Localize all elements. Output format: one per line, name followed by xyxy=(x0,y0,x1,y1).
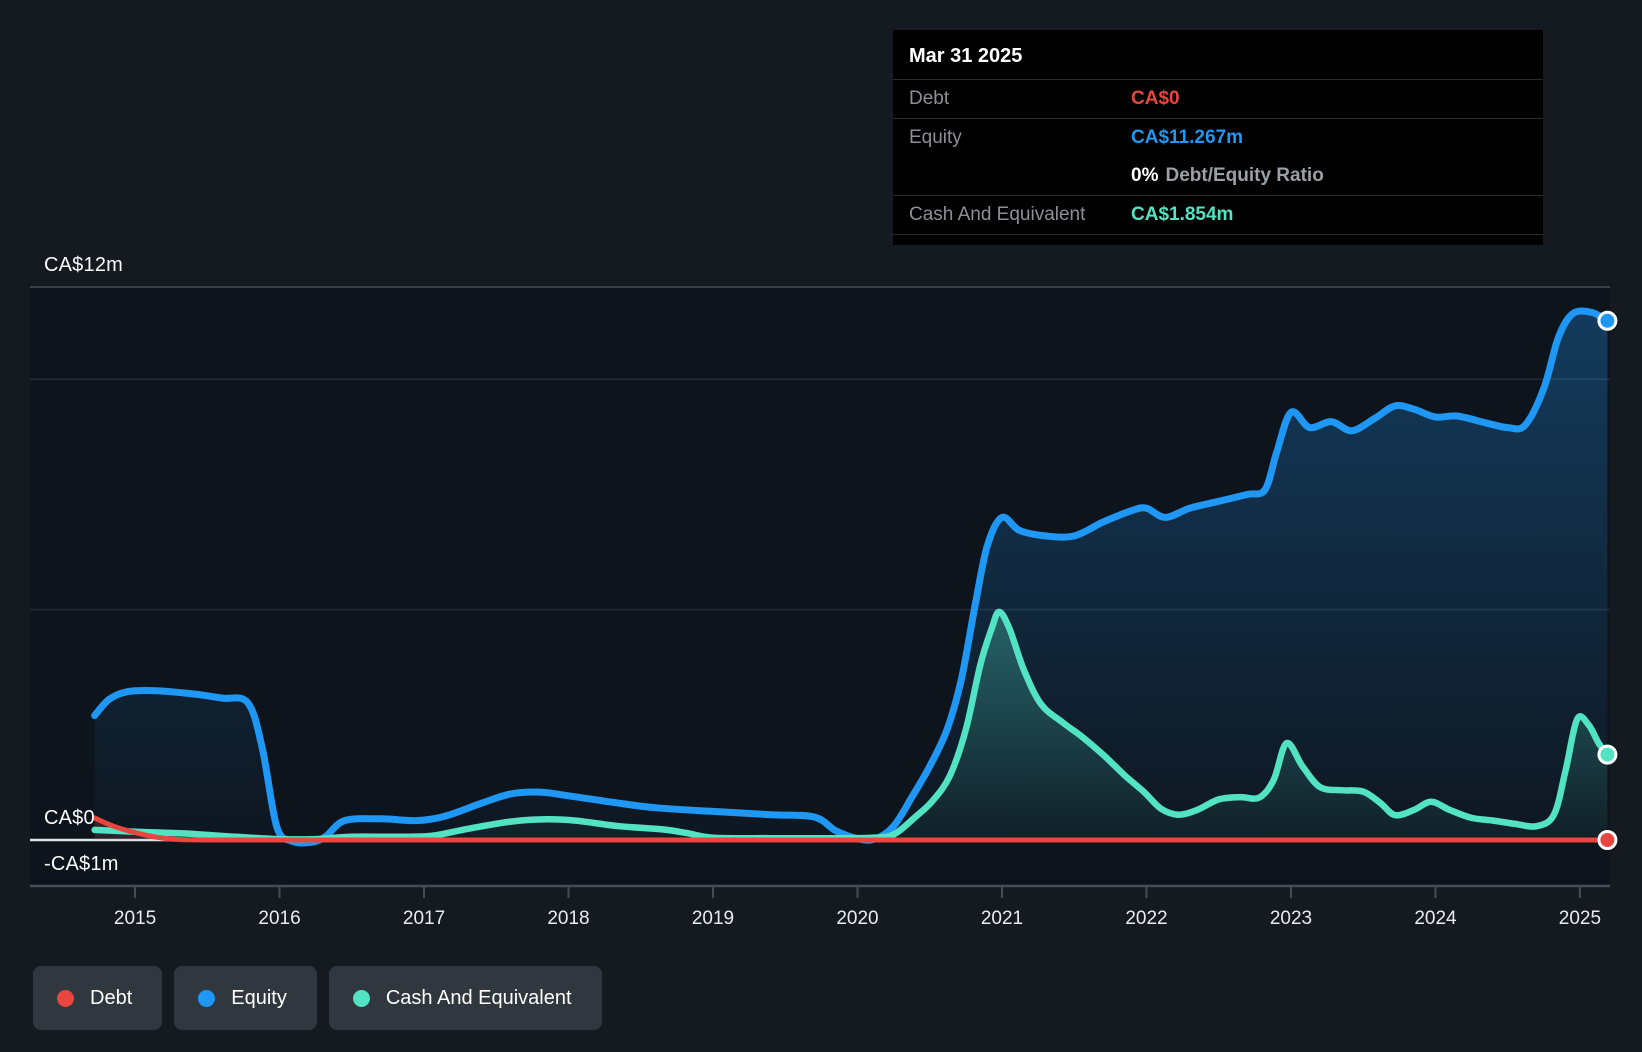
tooltip-date: Mar 31 2025 xyxy=(909,45,1023,67)
chart-tooltip: Mar 31 2025 Debt CA$0 Equity CA$11.267m … xyxy=(893,30,1543,245)
tooltip-label-cash: Cash And Equivalent xyxy=(909,204,1086,225)
x-axis-label: 2020 xyxy=(836,908,879,929)
legend-chip-equity[interactable]: Equity xyxy=(174,966,317,1030)
debt-line xyxy=(92,815,1610,843)
tooltip-ratio-text: 0% Debt/Equity Ratio xyxy=(1131,165,1324,187)
x-axis-label: 2022 xyxy=(1125,908,1168,929)
tooltip-row-cash: Cash And Equivalent CA$1.854m xyxy=(893,195,1543,235)
y-axis-label: -CA$1m xyxy=(44,853,119,876)
equity-area xyxy=(94,311,1608,843)
legend-chip-debt[interactable]: Debt xyxy=(33,966,163,1030)
equity-series-dot-icon xyxy=(198,989,216,1007)
x-axis-label: 2019 xyxy=(691,908,735,929)
legend-chip-cash[interactable]: Cash And Equivalent xyxy=(328,966,602,1030)
tooltip-value-debt: CA$0 xyxy=(1131,88,1180,109)
debt-end-marker[interactable] xyxy=(1597,830,1618,850)
debt-series-dot-icon xyxy=(57,989,74,1007)
tooltip-value-equity: CA$11.267m xyxy=(1131,127,1243,148)
tooltip-label-debt: Debt xyxy=(909,88,950,109)
x-axis-label: 2016 xyxy=(258,908,301,929)
y-axis-label: CA$0 xyxy=(44,807,95,829)
tooltip-row-ratio: 0% Debt/Equity Ratio xyxy=(893,157,1543,195)
chart-legend: Debt Equity Cash And Equivalent xyxy=(33,966,602,1030)
legend-label-cash: Cash And Equivalent xyxy=(385,986,572,1009)
equity-end-marker[interactable] xyxy=(1597,310,1618,331)
x-axis-label: 2023 xyxy=(1269,908,1313,929)
cash-and-equivalent-end-marker[interactable] xyxy=(1597,744,1618,765)
x-axis-label: 2025 xyxy=(1558,908,1602,929)
x-axis-label: 2015 xyxy=(113,908,157,929)
x-axis-label: 2018 xyxy=(547,908,590,929)
tooltip-ratio-caption: Debt/Equity Ratio xyxy=(1165,165,1324,186)
legend-label-equity: Equity xyxy=(231,986,287,1009)
x-axis-label: 2024 xyxy=(1414,908,1457,929)
tooltip-value-cash: CA$1.854m xyxy=(1131,204,1234,225)
tooltip-label-equity: Equity xyxy=(909,127,962,148)
tooltip-ratio-value: 0% xyxy=(1131,165,1159,186)
tooltip-row-debt: Debt CA$0 xyxy=(893,79,1543,118)
cash-and-equivalent-line xyxy=(91,608,1611,843)
y-axis-label: CA$12m xyxy=(44,254,124,276)
cash-series-dot-icon xyxy=(352,989,370,1007)
tooltip-row-equity: Equity CA$11.267m xyxy=(893,118,1543,157)
cash-and-equivalent-area xyxy=(94,611,1608,840)
x-axis-label: 2021 xyxy=(980,908,1024,929)
x-axis-label: 2017 xyxy=(402,908,446,929)
legend-label-debt: Debt xyxy=(90,986,133,1009)
